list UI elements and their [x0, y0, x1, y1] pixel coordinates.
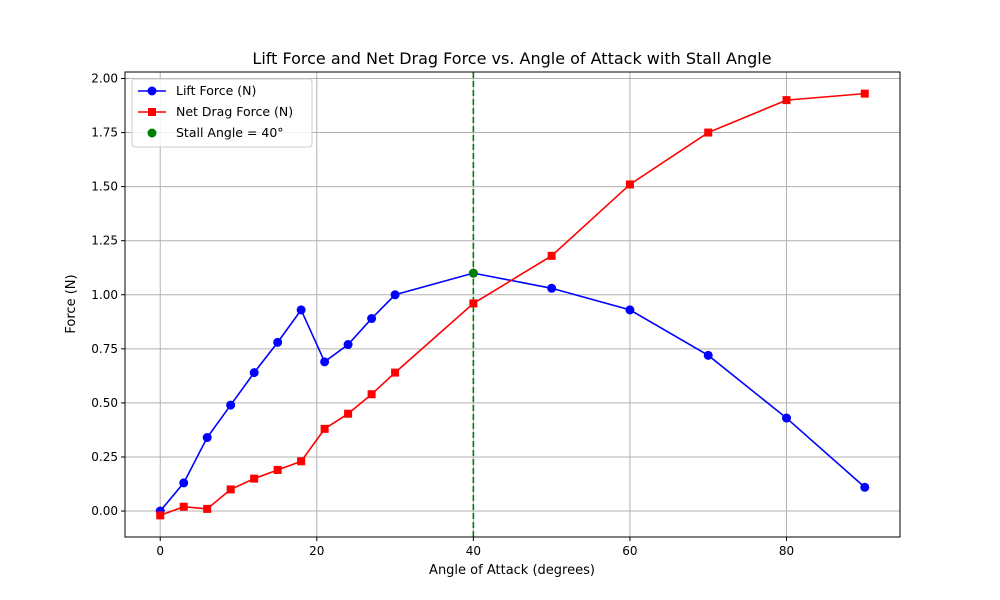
drag-force-point — [250, 474, 259, 483]
drag-force-point — [226, 485, 235, 494]
legend-lift-label: Lift Force (N) — [176, 83, 256, 98]
lift-force-point — [249, 368, 259, 378]
series-layer — [155, 89, 870, 520]
y-tick-label: 0.50 — [91, 396, 118, 410]
lift-force-point — [320, 357, 330, 367]
lift-force-point — [343, 340, 353, 350]
x-tick-label: 20 — [309, 544, 324, 558]
lift-force-point — [781, 413, 791, 423]
lift-force-point — [296, 305, 306, 315]
drag-force-point — [625, 180, 634, 189]
drag-force-point — [782, 96, 791, 105]
y-tick-label: 0.00 — [91, 504, 118, 518]
y-tick-label: 1.50 — [91, 180, 118, 194]
chart-title: Lift Force and Net Drag Force vs. Angle … — [252, 49, 771, 68]
lift-force-point — [625, 305, 635, 315]
drag-force-point — [297, 457, 306, 466]
drag-force-point — [469, 299, 478, 308]
drag-force-point — [860, 89, 869, 98]
lift-force-point — [179, 478, 189, 488]
y-tick-label: 2.00 — [91, 71, 118, 85]
lift-force-point — [367, 314, 377, 324]
lift-force-point — [273, 337, 283, 347]
drag-force-point — [320, 424, 329, 433]
y-tick-label: 1.75 — [91, 126, 118, 140]
legend-stall-marker — [147, 128, 157, 138]
y-tick-label: 0.75 — [91, 342, 118, 356]
y-tick-label: 1.25 — [91, 234, 118, 248]
y-tick-label: 0.25 — [91, 450, 118, 464]
lift-force-point — [202, 433, 212, 443]
drag-force-point — [179, 502, 188, 511]
stall-angle-point — [468, 268, 478, 278]
x-tick-label: 80 — [779, 544, 794, 558]
lift-force-point — [547, 283, 557, 293]
y-tick-label: 1.00 — [91, 288, 118, 302]
legend-box — [131, 78, 313, 148]
lift-force-point — [226, 400, 236, 410]
x-tick-label: 60 — [622, 544, 637, 558]
lift-force-point — [860, 482, 870, 492]
x-tick-label: 0 — [156, 544, 164, 558]
legend-drag-label: Net Drag Force (N) — [176, 104, 293, 119]
drag-force-point — [156, 511, 165, 520]
y-axis-label: Force (N) — [64, 274, 79, 333]
ticks: 0 20 40 60 80 0.00 0.25 0.50 0.75 1.00 1.25 1.50 1.7… — [91, 71, 794, 558]
drag-force-point — [273, 465, 282, 474]
drag-force-point — [547, 251, 556, 260]
legend-lift-marker — [147, 86, 157, 96]
legend: Lift Force (N) Net Drag Force (N) Stall … — [131, 78, 313, 148]
x-tick-label: 40 — [466, 544, 481, 558]
drag-force-point — [203, 504, 212, 513]
plot-frame — [124, 71, 901, 538]
legend-stall-label: Stall Angle = 40° — [176, 125, 284, 140]
drag-force-point — [391, 368, 400, 377]
legend-drag-marker — [148, 108, 156, 116]
lift-force-point — [390, 290, 400, 300]
drag-force-point — [367, 390, 376, 399]
drag-force-point — [344, 409, 353, 418]
lift-force-point — [703, 350, 713, 360]
x-axis-label: Angle of Attack (degrees) — [429, 563, 595, 578]
drag-force-point — [704, 128, 713, 137]
